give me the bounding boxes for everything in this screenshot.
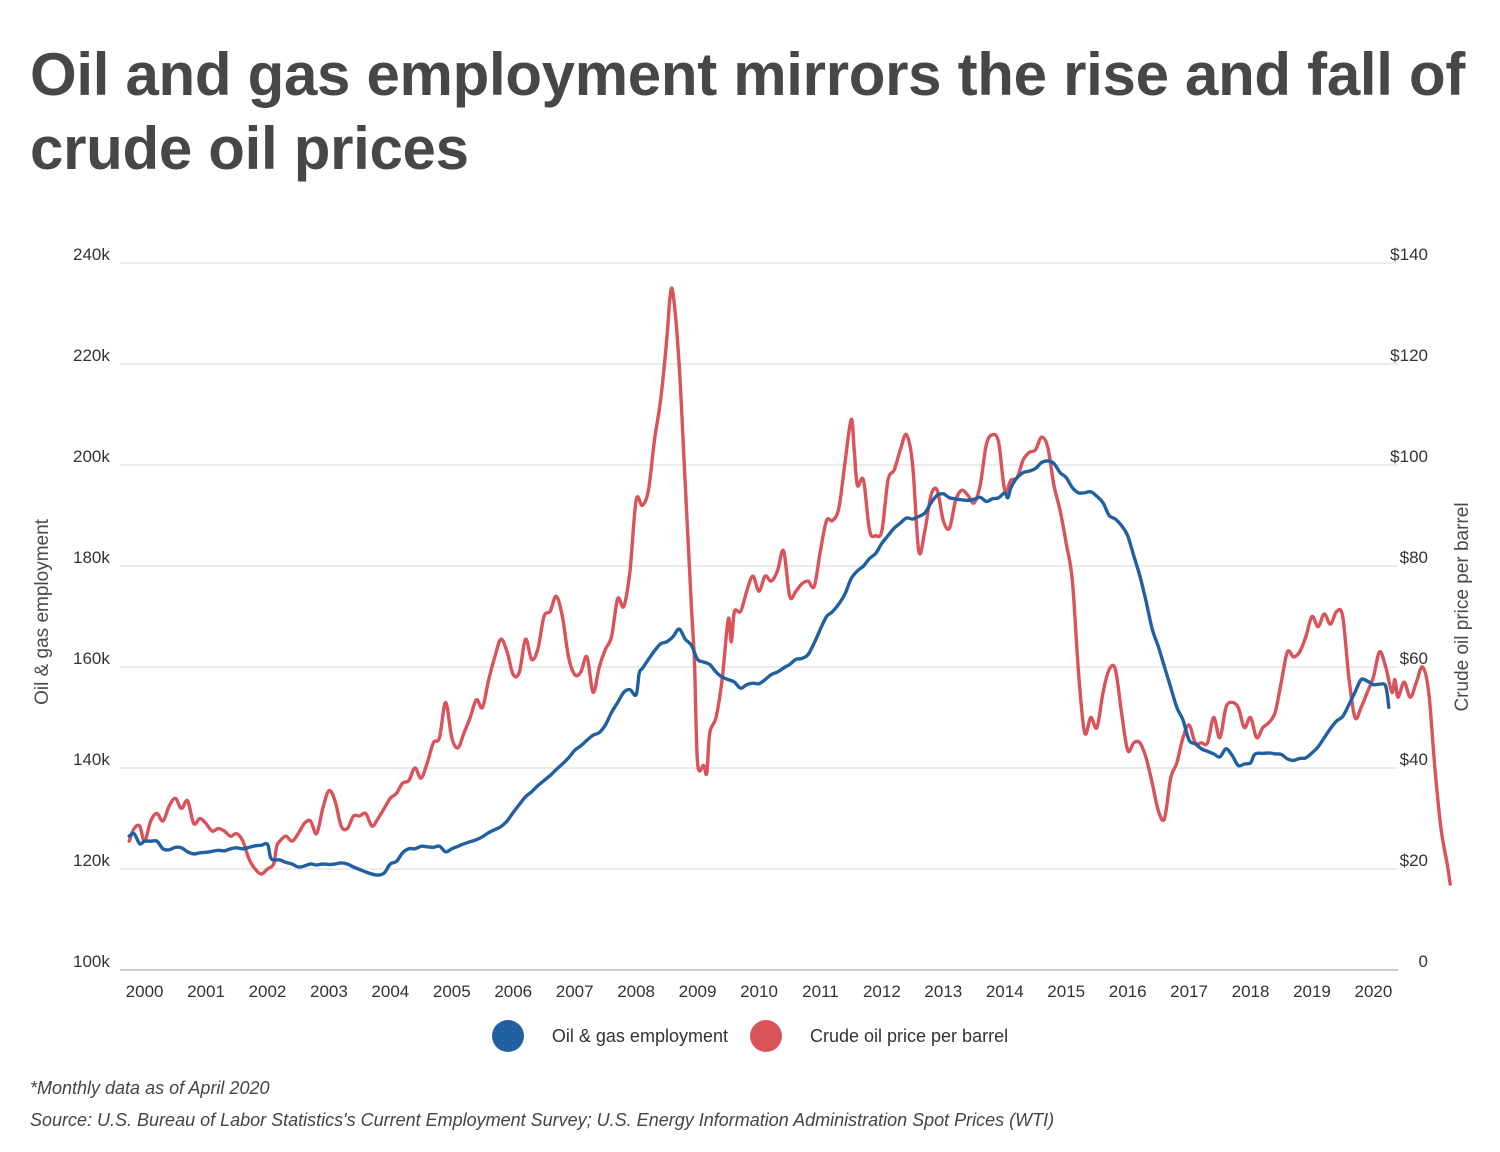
grid-lines	[120, 262, 1398, 971]
x-tick-label: 2001	[187, 982, 225, 1001]
x-tick-label: 2011	[802, 982, 839, 1001]
right-tick-label: 0	[1419, 952, 1428, 971]
right-axis-title: Crude oil price per barrel	[1452, 502, 1473, 711]
left-tick-label: 140k	[73, 750, 110, 769]
left-axis-ticks: 100k 120k 140k 160k 180k 200k 220k 240k	[73, 245, 110, 971]
left-tick-label: 160k	[73, 649, 110, 668]
right-tick-label: $80	[1400, 548, 1428, 567]
x-tick-label: 2015	[1047, 982, 1085, 1001]
x-axis-ticks: 2000 2001 2002 2003 2004 2005 2006 2007 2008 2009…	[126, 982, 1393, 1001]
chart-title: Oil and gas employment mirrors the rise …	[30, 41, 1466, 182]
x-tick-label: 2000	[126, 982, 164, 1001]
x-tick-label: 2006	[494, 982, 532, 1001]
right-tick-label: $120	[1390, 346, 1428, 365]
x-tick-label: 2018	[1232, 982, 1270, 1001]
x-tick-label: 2012	[863, 982, 901, 1001]
legend-item-oil[interactable]: Crude oil price per barrel	[749, 1020, 1009, 1052]
right-tick-label: $60	[1400, 649, 1428, 668]
legend-item-employment[interactable]: Oil & gas employment	[491, 1020, 728, 1052]
x-tick-label: 2005	[433, 982, 471, 1001]
series-lines	[127, 286, 1452, 886]
legend-label-employment: Oil & gas employment	[551, 1025, 728, 1046]
x-tick-label: 2019	[1293, 982, 1331, 1001]
x-tick-label: 2004	[371, 982, 409, 1001]
x-tick-label: 2009	[679, 982, 717, 1001]
x-tick-label: 2007	[556, 982, 594, 1001]
x-tick-label: 2008	[617, 982, 655, 1001]
x-tick-label: 2020	[1355, 982, 1393, 1001]
x-tick-label: 2010	[740, 982, 778, 1001]
right-tick-label: $20	[1400, 851, 1428, 870]
x-tick-label: 2014	[986, 982, 1024, 1001]
left-tick-label: 200k	[73, 447, 110, 466]
x-tick-label: 2016	[1109, 982, 1147, 1001]
x-tick-label: 2003	[310, 982, 348, 1001]
source-note: Source: U.S. Bureau of Labor Statistics'…	[30, 1110, 1055, 1130]
right-axis-ticks: 0 $20 $40 $60 $80 $100 $120 $140	[1390, 245, 1428, 971]
left-tick-label: 120k	[73, 851, 110, 870]
x-tick-label: 2013	[924, 982, 962, 1001]
left-tick-label: 100k	[73, 952, 110, 971]
right-tick-label: $40	[1400, 750, 1428, 769]
legend-swatch-oil	[749, 1020, 782, 1052]
left-tick-label: 180k	[73, 548, 110, 567]
employment-line	[127, 459, 1391, 877]
x-tick-label: 2002	[249, 982, 287, 1001]
footnote: *Monthly data as of April 2020	[30, 1078, 270, 1098]
legend-swatch-employment	[491, 1020, 524, 1052]
left-tick-label: 220k	[73, 346, 110, 365]
legend: Oil & gas employment Crude oil price per…	[0, 1020, 1500, 1052]
left-tick-label: 240k	[73, 245, 110, 264]
right-tick-label: $140	[1390, 245, 1428, 264]
oil-price-line	[127, 286, 1452, 886]
left-axis-title: Oil & gas employment	[32, 518, 53, 705]
x-tick-label: 2017	[1170, 982, 1208, 1001]
right-tick-label: $100	[1390, 447, 1428, 466]
legend-label-oil: Crude oil price per barrel	[809, 1025, 1009, 1046]
